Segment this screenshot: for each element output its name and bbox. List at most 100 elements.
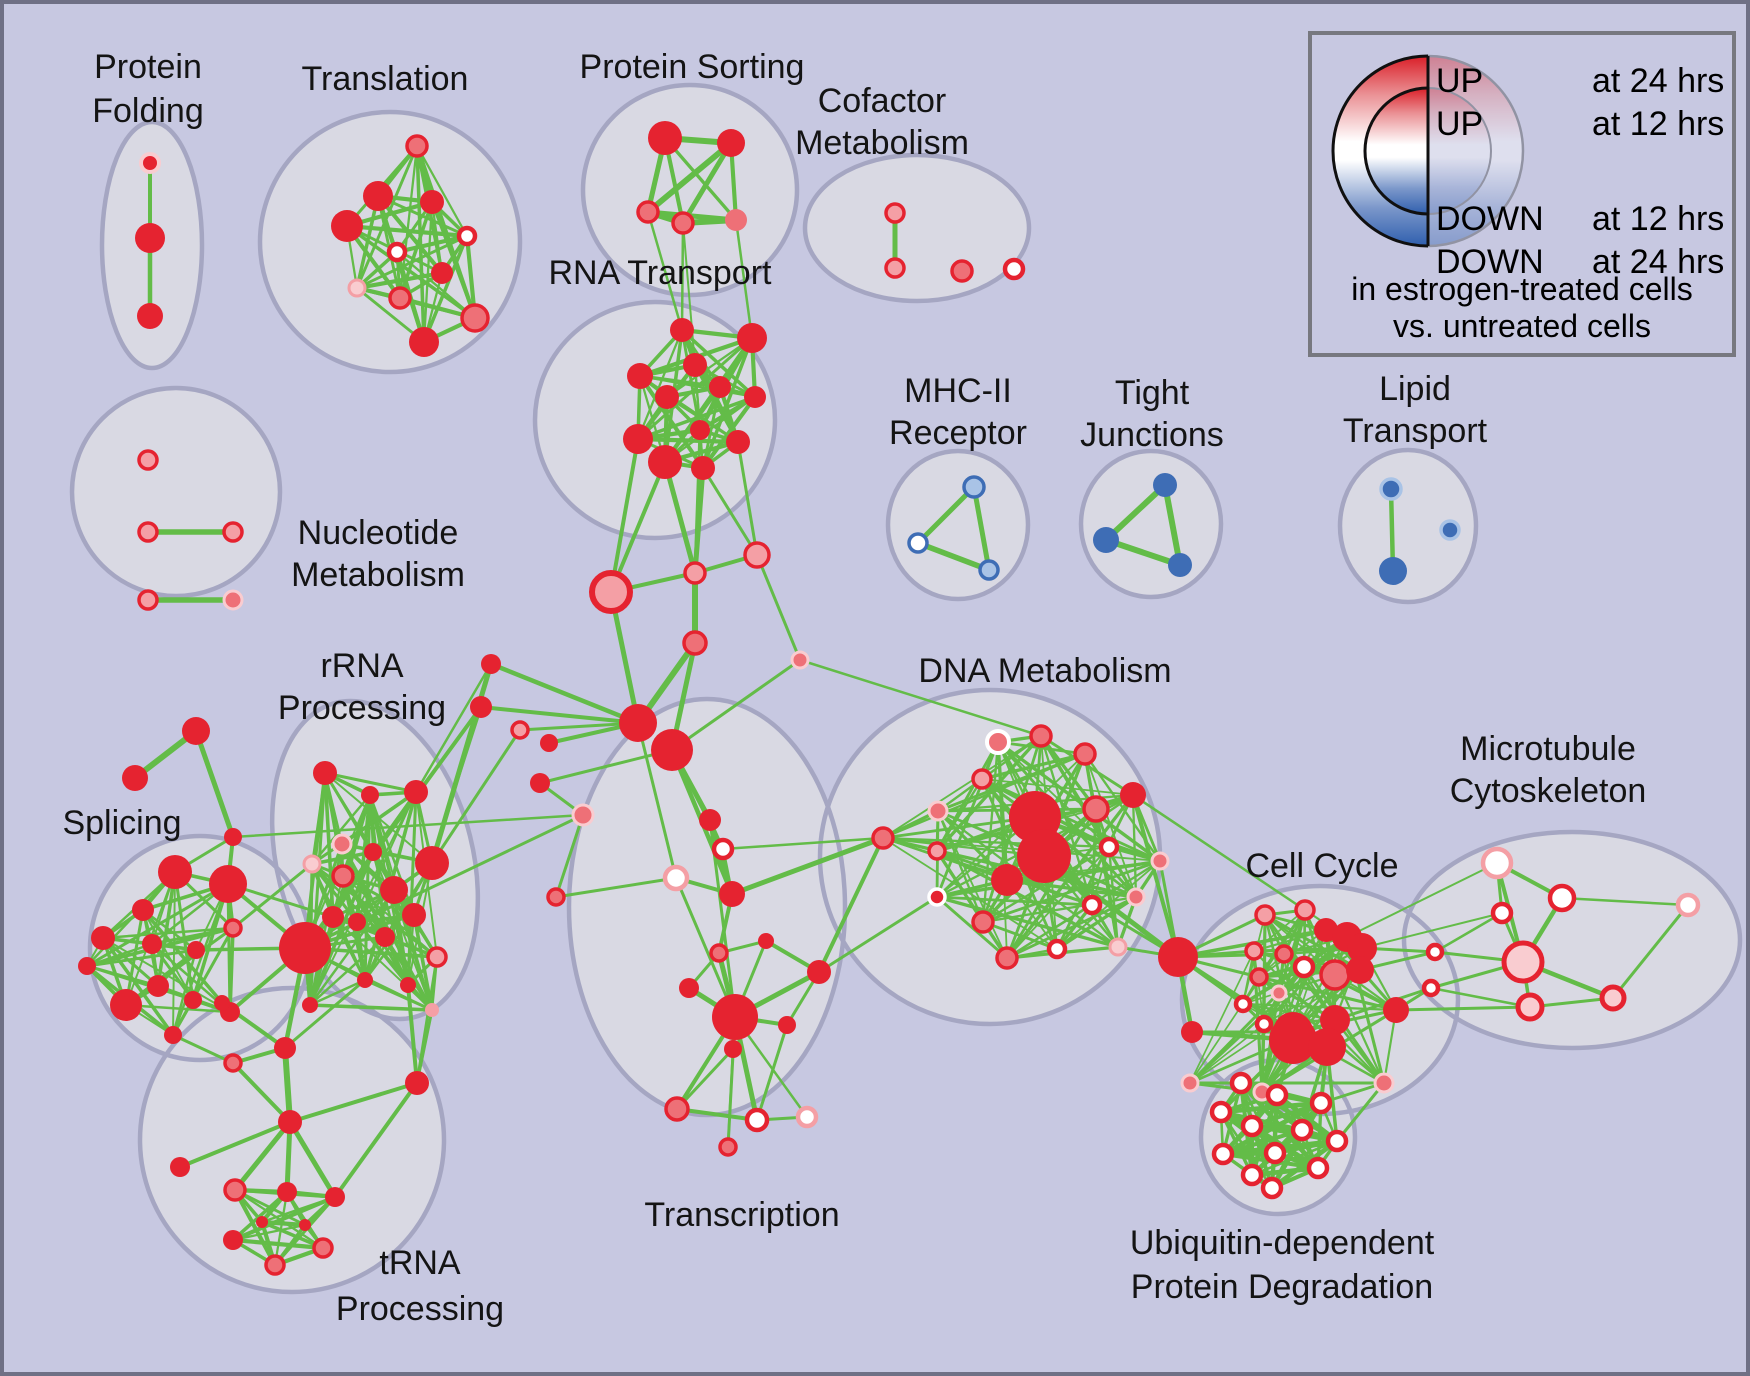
network-edge xyxy=(798,658,1043,738)
network-edge xyxy=(1560,896,1690,907)
network-edge xyxy=(1189,1023,1265,1084)
gene-node-nucleotide-metabolism xyxy=(222,521,244,543)
gene-node-ubiquitin-degradation xyxy=(1265,1083,1289,1107)
gene-node-ubiquitin-degradation xyxy=(1240,1163,1264,1187)
gene-node-transcription xyxy=(744,1107,770,1133)
network-edge xyxy=(726,1047,735,1149)
gene-node-dna-metabolism xyxy=(995,946,1019,970)
gene-node-rrna-processing xyxy=(415,846,449,880)
network-edge xyxy=(178,1120,292,1169)
gene-node-rna-transport xyxy=(690,420,710,440)
gene-node-ubiquitin-degradation xyxy=(1269,1016,1317,1064)
gene-node-cell-cycle xyxy=(1233,994,1253,1014)
network-edge xyxy=(675,1047,735,1111)
gene-node-microtubule-cytoskeleton xyxy=(1515,992,1545,1022)
network-edge xyxy=(345,224,477,320)
gene-node-translation xyxy=(456,225,478,247)
gene-node-rna-transport xyxy=(737,323,767,353)
network-edge xyxy=(518,721,640,732)
gene-node-rrna-processing xyxy=(400,977,416,993)
network-edge xyxy=(693,428,702,575)
gene-node-ubiquitin-degradation xyxy=(1290,1118,1314,1142)
gene-node-rrna-processing xyxy=(375,927,395,947)
gene-node-connector xyxy=(790,650,810,670)
network-edge xyxy=(415,144,469,238)
network-edge xyxy=(394,233,470,255)
gene-node-lipid-transport xyxy=(1379,557,1407,585)
gene-node-tight-junctions xyxy=(1168,553,1192,577)
gene-node-mhc-ii-receptor xyxy=(962,475,986,499)
gene-node-trna-processing xyxy=(223,1053,243,1073)
gene-node-rrna-processing xyxy=(361,786,379,804)
network-edge xyxy=(646,210,684,332)
network-edge xyxy=(412,705,483,917)
gene-node-trna-processing xyxy=(312,1237,334,1259)
network-edge xyxy=(1107,845,1120,949)
network-edge xyxy=(701,336,754,470)
network-edge xyxy=(609,437,640,594)
gene-node-dna-metabolism xyxy=(1108,937,1128,957)
network-edge xyxy=(354,270,445,291)
gene-node-translation xyxy=(363,181,393,211)
gene-node-ubiquitin-degradation xyxy=(1240,1114,1264,1138)
gene-node-cell-cycle xyxy=(1292,955,1316,979)
gene-node-cell-cycle xyxy=(1314,918,1338,942)
label-protein-sorting: Protein Sorting xyxy=(580,48,805,86)
network-edge xyxy=(333,1081,419,1199)
network-edge xyxy=(736,440,759,557)
legend-time-3: at 24 hrs xyxy=(1592,243,1724,281)
gene-node-rrna-processing xyxy=(302,854,322,874)
label-protein-degradation: Protein Degradation xyxy=(1131,1268,1433,1306)
dial-inner-fade xyxy=(1428,88,1491,214)
network-edge xyxy=(881,752,1087,840)
gene-node-connector xyxy=(571,803,595,827)
network-edge xyxy=(997,741,1008,959)
gene-node-cell-cycle xyxy=(1373,1072,1395,1094)
gene-node-transcription xyxy=(724,1040,742,1058)
gene-node-splicing xyxy=(147,975,169,997)
gene-node-tight-junctions xyxy=(1153,473,1177,497)
gene-node-rrna-processing xyxy=(425,1003,439,1017)
gene-node-cell-cycle xyxy=(1180,1073,1200,1093)
label-ubiquitin-dependent: Ubiquitin-dependent xyxy=(1130,1224,1435,1262)
gene-node-translation xyxy=(386,241,408,263)
network-edge xyxy=(85,948,198,968)
network-edge xyxy=(609,460,667,594)
network-edge xyxy=(663,395,757,464)
cluster-transcription-area xyxy=(569,699,845,1115)
gene-node-cell-cycle xyxy=(1254,904,1276,926)
gene-node-trna-processing xyxy=(214,995,230,1011)
network-edge xyxy=(980,752,1087,781)
gene-node-protein-folding xyxy=(139,152,161,174)
gene-node-trna-processing xyxy=(299,1219,311,1231)
network-edge xyxy=(488,661,641,726)
gene-node-splicing xyxy=(78,957,96,975)
gene-node-rrna-processing xyxy=(404,780,428,804)
gene-node-cell-cycle xyxy=(1346,956,1374,984)
network-edge xyxy=(1131,793,1307,912)
gene-node-rrna-processing xyxy=(357,972,373,988)
gene-node-connector xyxy=(651,729,693,771)
network-edge xyxy=(228,926,235,1014)
network-edge xyxy=(1241,1002,1337,1022)
label-metabolism: Metabolism xyxy=(795,124,969,162)
network-edge xyxy=(700,394,758,471)
gene-node-cell-cycle xyxy=(1249,967,1269,987)
gene-node-transcription xyxy=(711,837,735,861)
network-edge xyxy=(101,936,175,1037)
network-edge xyxy=(415,955,439,1085)
network-edge xyxy=(1176,955,1295,1034)
network-edge xyxy=(232,1119,293,1193)
network-edge xyxy=(680,221,685,332)
gene-node-dna-metabolism xyxy=(971,768,993,790)
network-edge xyxy=(260,1220,325,1250)
gene-node-translation xyxy=(405,134,429,158)
gene-node-dna-metabolism xyxy=(1126,887,1146,907)
gene-node-ubiquitin-degradation xyxy=(1211,1142,1235,1166)
gene-node-connector xyxy=(619,704,657,742)
label-transport: Transport xyxy=(1343,412,1488,450)
gene-node-splicing xyxy=(110,989,142,1021)
gene-node-ubiquitin-degradation xyxy=(1308,1028,1346,1066)
gene-node-rrna-processing xyxy=(380,876,408,904)
